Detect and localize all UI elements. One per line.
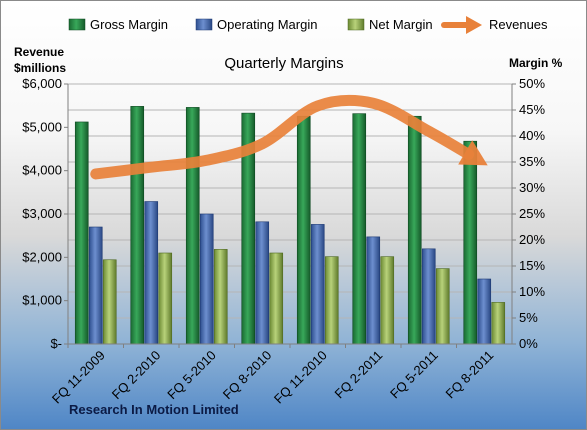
left-tick-label: $1,000 xyxy=(22,293,62,308)
bar-operating-margin xyxy=(88,226,103,345)
bar-operating-margin xyxy=(199,213,214,345)
legend-net-margin: Net Margin xyxy=(369,17,433,32)
bar-operating-margin xyxy=(255,221,270,345)
bar-net-margin xyxy=(102,259,117,345)
category-label: FQ 8-2010 xyxy=(220,348,275,403)
legend-operating-margin: Operating Margin xyxy=(217,17,317,32)
legend-swatch-net-margin xyxy=(347,18,365,31)
bar-gross-margin xyxy=(407,115,422,345)
category-label: FQ 5-2010 xyxy=(164,348,219,403)
right-tick-label: 35% xyxy=(519,154,545,169)
legend-swatch-operating-margin xyxy=(195,18,213,31)
category-label: FQ 8-2011 xyxy=(442,348,496,402)
right-axis-label: Margin % xyxy=(509,56,563,70)
left-tick-label: $3,000 xyxy=(22,206,62,221)
right-tick-label: 10% xyxy=(519,284,545,299)
right-tick-label: 30% xyxy=(519,180,545,195)
revenue-line xyxy=(90,94,475,180)
category-label: FQ 5-2011 xyxy=(387,348,441,402)
revenue-trend xyxy=(90,94,488,180)
right-tick-label: 40% xyxy=(519,128,545,143)
bar-gross-margin xyxy=(352,113,367,345)
bar-net-margin xyxy=(435,268,450,345)
bar-operating-margin xyxy=(144,201,159,345)
legend-swatch-gross-margin xyxy=(68,18,86,31)
bar-operating-margin xyxy=(310,224,325,345)
company-footer: Research In Motion Limited xyxy=(69,402,239,417)
left-axis-label-line1: Revenue xyxy=(14,45,64,59)
left-axis-label-line2: $millions xyxy=(14,61,66,75)
right-tick-label: 50% xyxy=(519,76,545,91)
legend-gross-margin: Gross Margin xyxy=(90,17,168,32)
chart-title: Quarterly Margins xyxy=(224,55,343,72)
bar-net-margin xyxy=(158,252,173,345)
bar-operating-margin xyxy=(421,248,436,345)
right-tick-label: 20% xyxy=(519,232,545,247)
bar-net-margin xyxy=(324,256,339,345)
left-tick-label: $2,000 xyxy=(22,249,62,264)
bar-net-margin xyxy=(213,249,228,345)
bar-net-margin xyxy=(269,252,284,345)
left-tick-label: $6,000 xyxy=(22,76,62,91)
left-tick-label: $- xyxy=(50,336,62,351)
category-label: FQ 2-2011 xyxy=(331,348,385,402)
left-tick-label: $5,000 xyxy=(22,119,62,134)
right-tick-label: 45% xyxy=(519,102,545,117)
category-label: FQ 11-2009 xyxy=(49,348,108,407)
bar-gross-margin xyxy=(185,107,200,345)
bar-operating-margin xyxy=(366,236,381,345)
bar-gross-margin xyxy=(463,140,478,345)
bar-operating-margin xyxy=(477,278,492,345)
revenue-arrowhead xyxy=(458,140,488,166)
bar-net-margin xyxy=(380,256,395,345)
category-label: FQ 2-2010 xyxy=(109,348,164,403)
bar-gross-margin xyxy=(130,106,145,345)
right-tick-label: 25% xyxy=(519,206,545,221)
bar-net-margin xyxy=(491,302,506,345)
bar-gross-margin xyxy=(74,121,89,345)
legend-revenues: Revenues xyxy=(489,17,548,32)
legend-swatch-revenues xyxy=(441,16,482,34)
right-tick-label: 0% xyxy=(519,336,538,351)
bar-gross-margin xyxy=(296,115,311,345)
right-tick-label: 5% xyxy=(519,310,538,325)
left-tick-label: $4,000 xyxy=(22,163,62,178)
legend: Gross Margin Operating Margin Net Margin… xyxy=(68,16,548,34)
right-tick-label: 15% xyxy=(519,258,545,273)
category-label: FQ 11-2010 xyxy=(271,348,330,407)
